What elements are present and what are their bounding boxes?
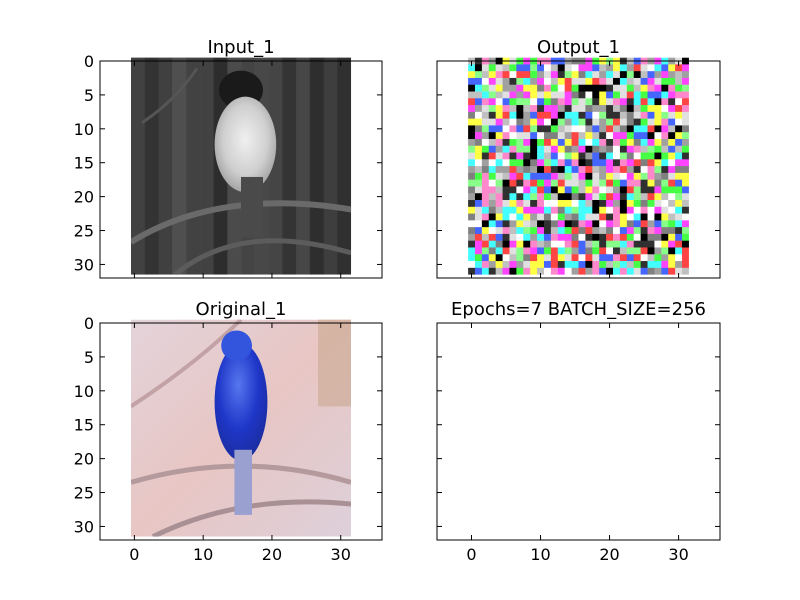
y-tick-label: 10 [74, 120, 94, 139]
y-tick-label: 10 [74, 382, 94, 401]
y-tick-label: 5 [84, 86, 94, 105]
subplot-1: Input_1 0 5 10 15 20 25 30 [74, 37, 383, 279]
x-tick-label: 20 [599, 545, 619, 564]
subplot-3: Original_1 0 5 10 15 20 25 30 0 10 20 30 [74, 299, 383, 564]
subplot-title: Input_1 [207, 37, 274, 58]
x-tick-label: 0 [466, 545, 476, 564]
x-tick-label: 20 [262, 545, 282, 564]
y-tick-label: 30 [74, 255, 94, 274]
subplot-title: Original_1 [196, 299, 287, 320]
image-1 [130, 57, 352, 275]
y-tick-label: 20 [74, 188, 94, 207]
y-tick-label: 25 [74, 222, 94, 241]
image-2 [468, 57, 689, 275]
axes-frame [436, 60, 721, 279]
y-tick-label: 15 [74, 154, 94, 173]
axes-frame [99, 60, 383, 279]
y-tick-label: 15 [74, 416, 94, 435]
y-tick-label: 30 [74, 517, 94, 536]
x-tick-label: 10 [530, 545, 550, 564]
subplot-title: Output_1 [537, 37, 620, 58]
x-tick-label: 30 [331, 545, 351, 564]
axes-frame [436, 322, 721, 541]
image-3 [130, 319, 352, 537]
y-tick-label: 0 [84, 314, 94, 333]
subplot-title: Epochs=7 BATCH_SIZE=256 [451, 299, 706, 320]
axes-frame [99, 322, 383, 541]
subplot-2: Output_1 [436, 37, 721, 279]
y-tick-label: 5 [84, 348, 94, 367]
x-tick-label: 0 [129, 545, 139, 564]
y-tick-label: 25 [74, 484, 94, 503]
x-tick-label: 30 [668, 545, 688, 564]
y-tick-label: 20 [74, 450, 94, 469]
y-tick-label: 0 [84, 52, 94, 71]
subplot-4: Epochs=7 BATCH_SIZE=256 0 10 20 30 [436, 299, 721, 564]
x-tick-label: 10 [193, 545, 213, 564]
